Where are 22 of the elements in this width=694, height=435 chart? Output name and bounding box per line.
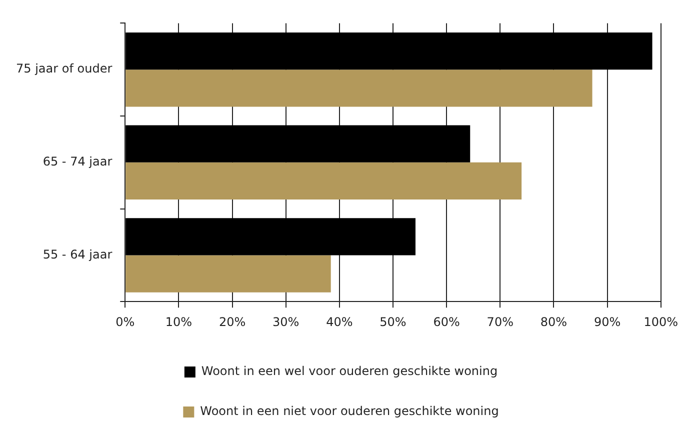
y-tick-label: 75 jaar of ouder — [16, 62, 112, 76]
x-tick-label: 90% — [594, 314, 621, 329]
x-tick-label: 30% — [272, 314, 300, 329]
y-tick-label: 65 - 74 jaar — [42, 154, 112, 169]
x-tick-label: 40% — [326, 314, 353, 329]
bar — [126, 70, 592, 107]
x-tick-label: 100% — [644, 314, 678, 329]
x-tick-label: 20% — [218, 314, 246, 329]
x-tick-label: 0% — [116, 314, 135, 329]
bar — [126, 32, 652, 70]
x-tick-label: 60% — [433, 314, 460, 329]
legend-label: Woont in een wel voor ouderen geschikte woning — [201, 364, 498, 378]
x-tick-label: 70% — [486, 314, 514, 329]
y-tick-label: 55 - 64 jaar — [42, 247, 112, 262]
x-tick-label: 10% — [165, 314, 192, 329]
x-tick-label: 50% — [380, 314, 406, 329]
bar — [126, 125, 470, 162]
bar — [126, 255, 331, 292]
bar — [126, 218, 416, 256]
bar — [126, 162, 522, 200]
legend-label: Woont in een niet voor ouderen geschikte woning — [200, 404, 499, 418]
x-tick-label: 80% — [540, 314, 568, 329]
